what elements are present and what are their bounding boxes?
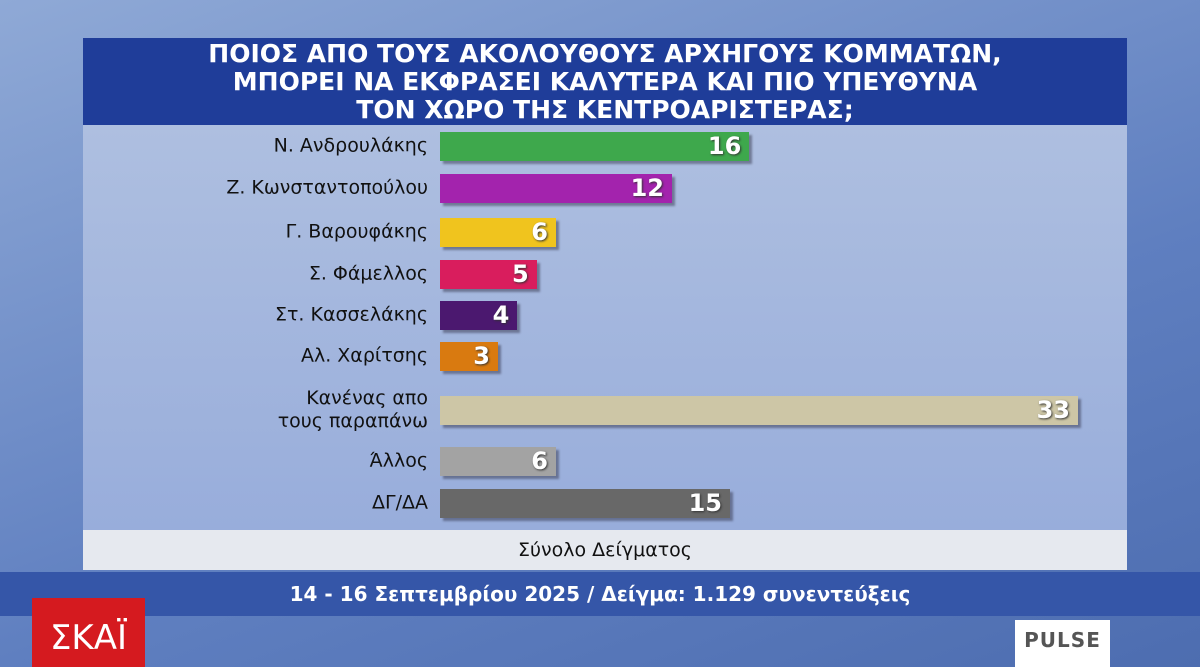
category-label: Κανένας απο τους παραπάνω <box>277 387 428 432</box>
chart-title: ΠΟΙΟΣ ΑΠΟ ΤΟΥΣ ΑΚΟΛΟΥΘΟΥΣ ΑΡΧΗΓΟΥΣ ΚΟΜΜΑ… <box>83 38 1127 125</box>
value-label: 16 <box>707 132 742 160</box>
category-label: Ζ. Κωνσταντοπούλου <box>226 176 428 199</box>
category-label: Άλλος <box>369 449 428 472</box>
value-label: 6 <box>531 447 548 475</box>
footnote: 14 - 16 Σεπτεμβρίου 2025 / Δείγμα: 1.129… <box>0 572 1200 616</box>
category-label: Σ. Φάμελλος <box>308 262 428 285</box>
value-label: 3 <box>473 342 490 370</box>
category-label: Στ. Κασσελάκης <box>274 303 428 326</box>
bar <box>440 300 518 330</box>
source-logo: PULSE <box>1015 620 1110 667</box>
bar <box>440 446 556 476</box>
bar <box>440 259 537 289</box>
bar <box>440 395 1078 425</box>
value-label: 4 <box>492 301 510 329</box>
bar <box>440 341 498 371</box>
bar <box>440 217 556 247</box>
category-label: Γ. Βαρουφάκης <box>285 220 428 243</box>
title-line: ΤΟΝ ΧΩΡΟ ΤΗΣ ΚΕΝΤΡΟΑΡΙΣΤΕΡΑΣ; <box>356 95 854 124</box>
bar <box>440 173 672 203</box>
value-label: 5 <box>511 260 529 288</box>
value-label: 12 <box>630 174 664 202</box>
value-label: 6 <box>531 218 548 246</box>
value-label: 15 <box>688 489 722 517</box>
category-label: Ν. Ανδρουλάκης <box>273 134 428 157</box>
category-label: Αλ. Χαρίτσης <box>300 344 428 367</box>
subtitle: Σύνολο Δείγματος <box>83 530 1127 570</box>
channel-logo: ΣΚΑΪ <box>32 598 145 667</box>
value-label: 33 <box>1036 396 1070 424</box>
title-line: ΠΟΙΟΣ ΑΠΟ ΤΟΥΣ ΑΚΟΛΟΥΘΟΥΣ ΑΡΧΗΓΟΥΣ ΚΟΜΜΑ… <box>208 39 1002 68</box>
bar <box>440 488 730 518</box>
bar <box>440 131 750 161</box>
category-label: ΔΓ/ΔΑ <box>372 491 428 514</box>
title-line: ΜΠΟΡΕΙ ΝΑ ΕΚΦΡΑΣΕΙ ΚΑΛΥΤΕΡΑ ΚΑΙ ΠΙΟ ΥΠΕΥ… <box>232 67 978 96</box>
